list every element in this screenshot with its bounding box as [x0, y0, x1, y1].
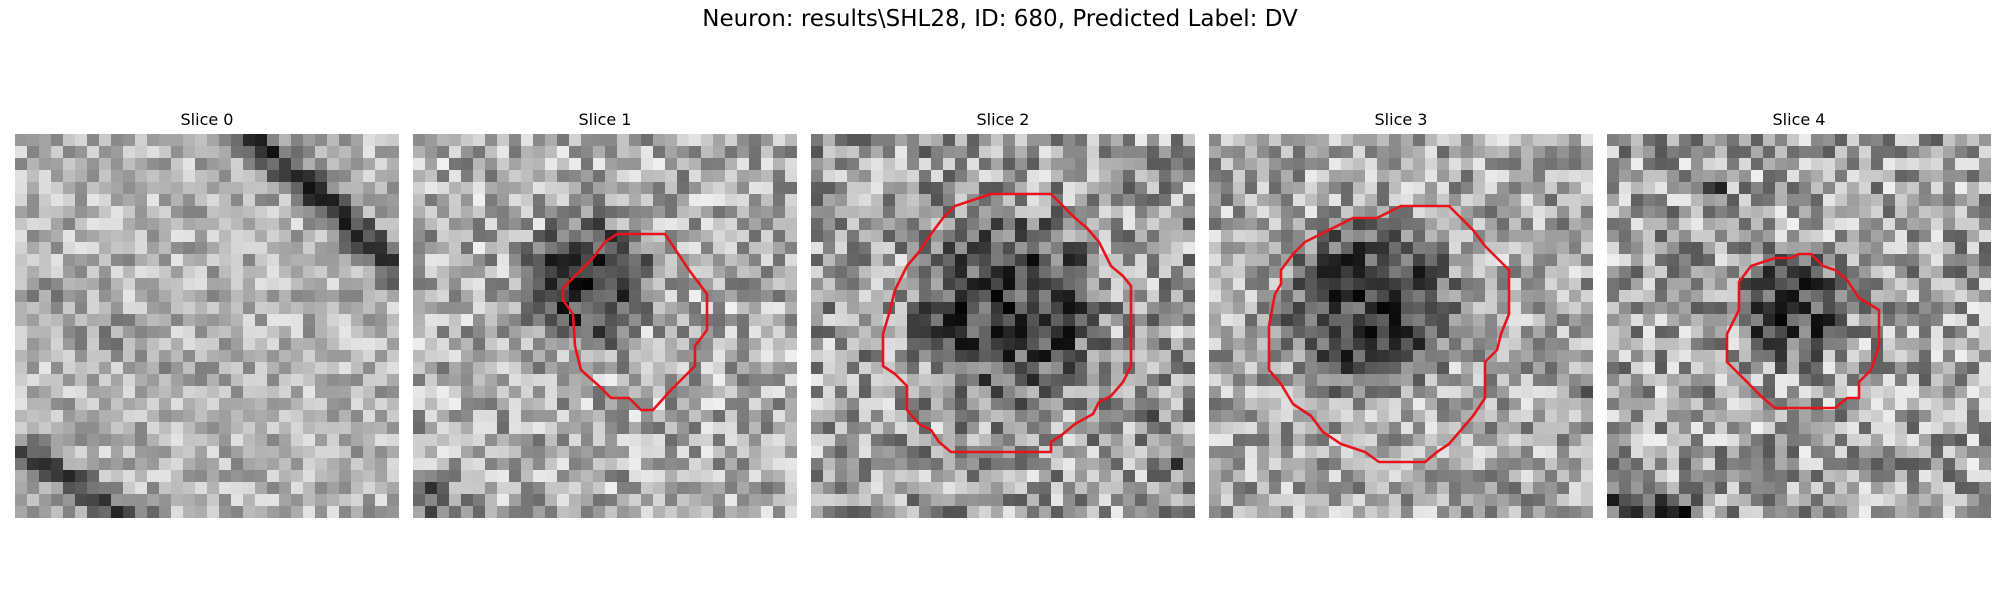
- roi-contour: [883, 194, 1131, 452]
- slice-title: Slice 0: [15, 110, 399, 129]
- roi-contour: [1727, 254, 1879, 408]
- slice-title: Slice 2: [811, 110, 1195, 129]
- slice-overlay: [1607, 134, 1991, 518]
- slice-overlay: [811, 134, 1195, 518]
- roi-contour: [563, 234, 707, 410]
- slice-title: Slice 4: [1607, 110, 1991, 129]
- slice-title: Slice 3: [1209, 110, 1593, 129]
- slice-overlay: [15, 134, 399, 518]
- figure-title: Neuron: results\SHL28, ID: 680, Predicte…: [0, 6, 2000, 32]
- slice-overlay: [1209, 134, 1593, 518]
- slice-overlay: [413, 134, 797, 518]
- roi-contour: [1269, 206, 1509, 462]
- slice-title: Slice 1: [413, 110, 797, 129]
